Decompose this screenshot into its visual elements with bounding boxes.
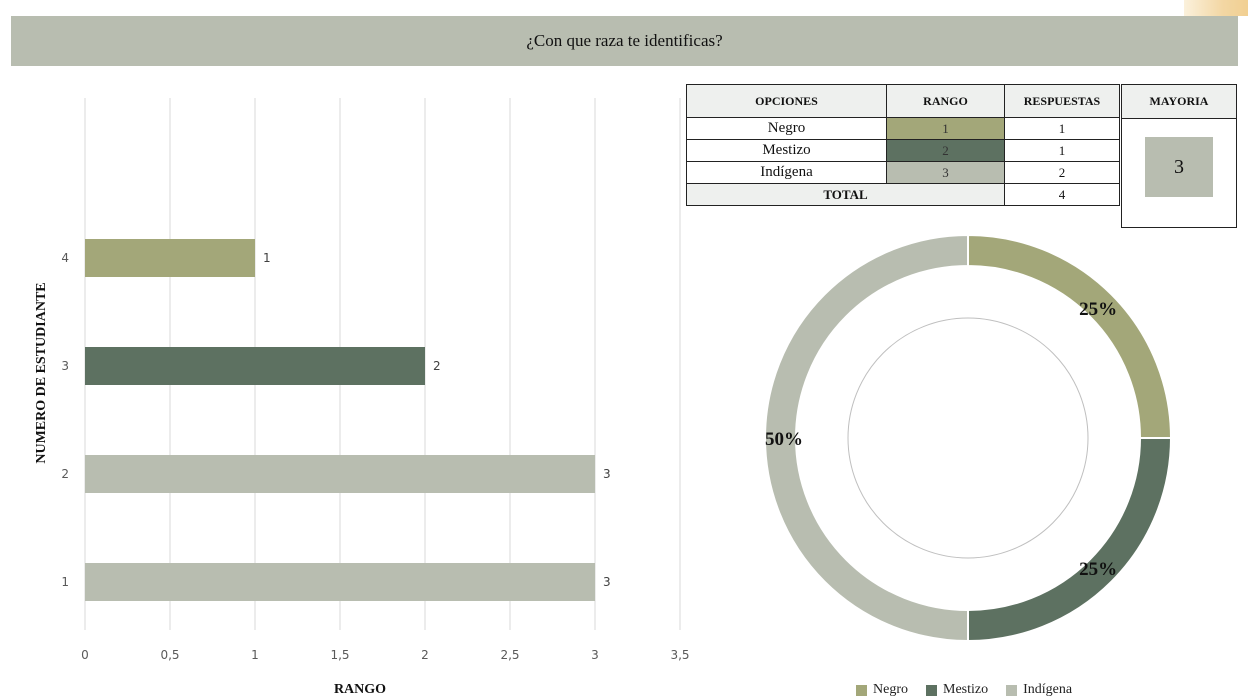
row-opcion: Mestizo: [686, 139, 887, 162]
row-opcion: Indígena: [686, 161, 887, 184]
x-tick-label: 2: [421, 648, 429, 662]
row-rango: 2: [886, 139, 1005, 162]
x-tick-label: 3,5: [670, 648, 689, 662]
bar: [85, 347, 425, 385]
bar: [85, 563, 595, 601]
donut-slice: [967, 233, 1173, 439]
corner-decoration: [1184, 0, 1248, 16]
y-tick-label: 3: [61, 359, 69, 373]
bar-data-label: 1: [263, 251, 271, 265]
row-rango: 3: [886, 161, 1005, 184]
slice-data-label: 50%: [765, 429, 803, 450]
y-axis-title: NUMERO DE ESTUDIANTE: [34, 282, 49, 463]
y-tick-label: 4: [61, 251, 69, 265]
row-respuestas: 1: [1004, 117, 1120, 140]
legend-item-negro: Negro: [856, 682, 908, 698]
y-tick-label: 2: [61, 467, 69, 481]
x-tick-label: 2,5: [500, 648, 519, 662]
donut-chart: 25% 25% 50%: [764, 233, 1173, 643]
x-axis-title: RANGO: [334, 682, 386, 697]
header-opciones: OPCIONES: [686, 84, 887, 118]
donut-slice: [764, 233, 969, 643]
mayoria-panel: MAYORIA 3: [1121, 84, 1237, 228]
table-row: Negro 1 1: [686, 117, 1120, 140]
row-rango: 1: [886, 117, 1005, 140]
table-row: Indígena 3 2: [686, 161, 1120, 184]
y-tick-label: 1: [61, 575, 69, 589]
mayoria-value: 3: [1174, 155, 1184, 178]
legend-item-indigena: Indígena: [1006, 682, 1072, 698]
legend-item-mestizo: Mestizo: [926, 682, 988, 698]
bar-data-label: 3: [603, 467, 611, 481]
total-label: TOTAL: [686, 183, 1005, 206]
total-value: 4: [1004, 183, 1120, 206]
total-row: TOTAL 4: [686, 183, 1120, 206]
row-respuestas: 2: [1004, 161, 1120, 184]
x-tick-label: 0,5: [160, 648, 179, 662]
bar: [85, 239, 255, 277]
donut-slice: [967, 437, 1173, 643]
x-tick-label: 1: [251, 648, 259, 662]
legend-label: Negro: [873, 682, 908, 697]
donut-legend: Negro Mestizo Indígena: [856, 682, 1072, 698]
x-tick-label: 0: [81, 648, 89, 662]
mayoria-value-box: 3: [1145, 137, 1213, 197]
legend-swatch: [926, 684, 937, 696]
row-opcion: Negro: [686, 117, 887, 140]
slice-data-label: 25%: [1079, 299, 1117, 320]
header-mayoria: MAYORIA: [1122, 85, 1236, 119]
bar-data-label: 2: [433, 359, 441, 373]
x-tick-label: 1,5: [330, 648, 349, 662]
header-respuestas: RESPUESTAS: [1004, 84, 1120, 118]
legend-label: Mestizo: [943, 682, 989, 697]
slice-data-label: 25%: [1079, 559, 1117, 580]
bar-data-label: 3: [603, 575, 611, 589]
row-respuestas: 1: [1004, 139, 1120, 162]
header-rango: RANGO: [886, 84, 1005, 118]
legend-label: Indígena: [1023, 682, 1073, 697]
bar: [85, 455, 595, 493]
table-row: Mestizo 2 1: [686, 139, 1120, 162]
bar-chart: 0 0,5 1 1,5 2 2,5 3 3,5 3 1 3 2 2 3 1 4 RANGO NUMERO DE E…: [34, 98, 690, 697]
x-tick-label: 3: [591, 648, 599, 662]
legend-swatch: [856, 684, 867, 696]
question-title: ¿Con que raza te identificas?: [526, 31, 723, 50]
data-table: OPCIONES RANGO RESPUESTAS Negro 1 1 Mest…: [686, 84, 1120, 206]
inner-ring: [847, 317, 1089, 559]
question-title-bar: ¿Con que raza te identificas?: [11, 16, 1238, 66]
legend-swatch: [1006, 684, 1018, 696]
table-header-row: OPCIONES RANGO RESPUESTAS: [686, 84, 1120, 118]
